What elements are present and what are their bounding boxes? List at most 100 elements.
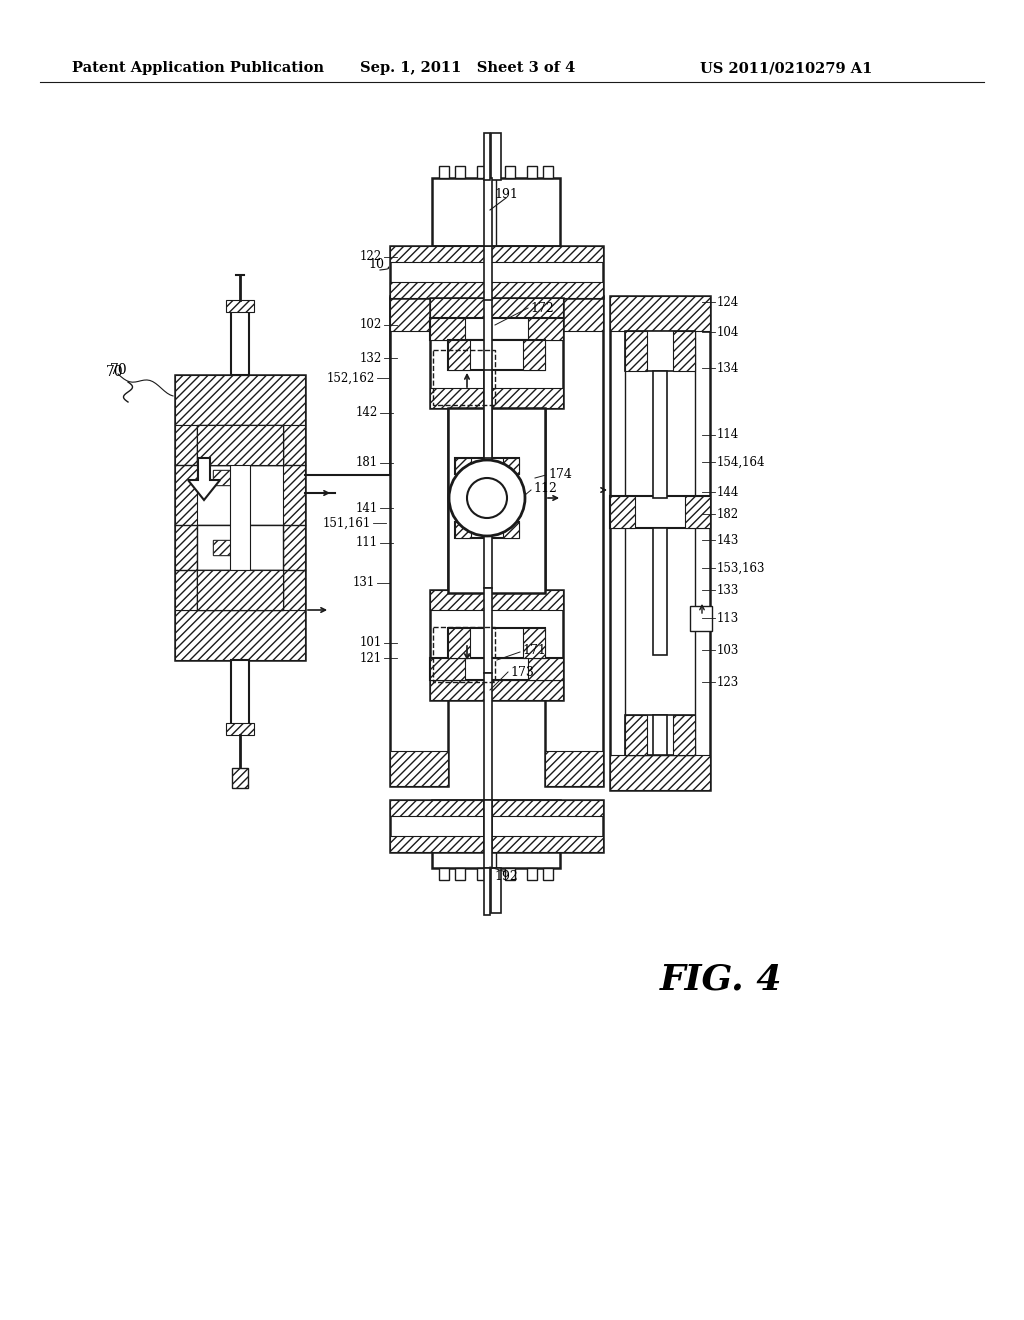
Bar bbox=[545, 296, 603, 331]
Bar bbox=[455, 521, 519, 539]
Bar bbox=[439, 869, 449, 880]
Text: Patent Application Publication: Patent Application Publication bbox=[72, 61, 324, 75]
Bar bbox=[390, 800, 603, 851]
Bar bbox=[528, 318, 563, 341]
Bar bbox=[230, 425, 250, 570]
Bar bbox=[523, 341, 545, 370]
Bar bbox=[503, 521, 519, 539]
Bar bbox=[490, 133, 501, 180]
Bar bbox=[455, 869, 465, 880]
Text: 70: 70 bbox=[110, 363, 128, 378]
Bar bbox=[484, 800, 492, 851]
Bar bbox=[528, 657, 563, 680]
Bar bbox=[430, 298, 563, 318]
Text: 70: 70 bbox=[106, 366, 124, 379]
Text: 171: 171 bbox=[522, 644, 546, 656]
Bar bbox=[484, 673, 492, 803]
Bar bbox=[543, 166, 553, 178]
Text: 102: 102 bbox=[359, 318, 382, 331]
Bar bbox=[625, 715, 695, 755]
Bar bbox=[226, 300, 254, 312]
Bar bbox=[503, 458, 519, 474]
Text: 131: 131 bbox=[352, 577, 375, 590]
Bar bbox=[610, 755, 710, 789]
Bar bbox=[477, 869, 487, 880]
Bar bbox=[484, 133, 490, 180]
Bar bbox=[283, 425, 305, 610]
Bar bbox=[527, 166, 537, 178]
Bar bbox=[449, 628, 470, 657]
Bar bbox=[430, 657, 465, 680]
Polygon shape bbox=[188, 458, 220, 500]
Bar bbox=[175, 375, 305, 425]
Bar bbox=[213, 540, 238, 554]
Bar bbox=[433, 627, 495, 682]
Bar bbox=[213, 470, 238, 484]
Bar bbox=[625, 331, 647, 371]
Text: 104: 104 bbox=[717, 326, 739, 338]
Text: 112: 112 bbox=[534, 482, 557, 495]
Bar bbox=[213, 470, 238, 484]
Bar bbox=[231, 310, 249, 375]
Bar bbox=[449, 341, 470, 370]
Bar bbox=[390, 836, 603, 851]
Bar bbox=[543, 869, 553, 880]
Bar bbox=[490, 869, 501, 913]
Text: US 2011/0210279 A1: US 2011/0210279 A1 bbox=[700, 61, 872, 75]
Bar bbox=[455, 166, 465, 178]
Bar bbox=[625, 331, 695, 371]
Bar bbox=[432, 800, 560, 869]
Bar bbox=[430, 318, 563, 341]
Text: 142: 142 bbox=[355, 407, 378, 420]
Bar bbox=[430, 590, 563, 610]
Text: 141: 141 bbox=[355, 502, 378, 515]
Circle shape bbox=[449, 459, 525, 536]
Bar bbox=[390, 282, 603, 298]
Bar bbox=[484, 587, 492, 673]
Bar bbox=[430, 590, 563, 700]
Text: 192: 192 bbox=[495, 870, 518, 883]
Text: 172: 172 bbox=[530, 301, 554, 314]
Bar bbox=[545, 296, 603, 785]
Bar bbox=[455, 458, 519, 474]
Bar bbox=[610, 296, 710, 789]
Bar bbox=[685, 496, 710, 528]
Bar bbox=[673, 331, 695, 371]
Bar bbox=[390, 296, 449, 785]
Text: 123: 123 bbox=[717, 676, 739, 689]
Bar bbox=[390, 296, 449, 331]
Text: 10: 10 bbox=[368, 257, 384, 271]
Bar bbox=[523, 628, 545, 657]
Text: 133: 133 bbox=[717, 583, 739, 597]
Bar bbox=[430, 657, 563, 680]
Text: FIG. 4: FIG. 4 bbox=[660, 964, 782, 997]
Bar bbox=[197, 525, 283, 570]
Bar bbox=[197, 425, 283, 465]
Text: 121: 121 bbox=[359, 652, 382, 664]
Text: 154,164: 154,164 bbox=[717, 455, 766, 469]
Bar bbox=[484, 536, 492, 587]
Bar bbox=[653, 371, 667, 498]
Text: 111: 111 bbox=[356, 536, 378, 549]
Text: 182: 182 bbox=[717, 507, 739, 520]
Bar bbox=[690, 606, 712, 631]
Bar bbox=[484, 178, 492, 246]
Bar bbox=[175, 610, 305, 660]
Bar bbox=[430, 388, 563, 408]
Text: 113: 113 bbox=[717, 611, 739, 624]
Bar bbox=[484, 869, 490, 915]
Text: 124: 124 bbox=[717, 296, 739, 309]
Bar bbox=[484, 370, 492, 458]
Bar bbox=[449, 408, 545, 593]
Text: 174: 174 bbox=[548, 469, 571, 482]
Text: 134: 134 bbox=[717, 362, 739, 375]
Text: 143: 143 bbox=[717, 533, 739, 546]
Text: 122: 122 bbox=[359, 251, 382, 264]
Text: 191: 191 bbox=[494, 187, 518, 201]
Text: 151,161: 151,161 bbox=[323, 516, 371, 529]
Bar bbox=[197, 425, 283, 465]
Bar bbox=[484, 298, 492, 492]
Text: Sep. 1, 2011   Sheet 3 of 4: Sep. 1, 2011 Sheet 3 of 4 bbox=[360, 61, 575, 75]
Bar bbox=[197, 570, 283, 610]
Text: 114: 114 bbox=[717, 429, 739, 441]
